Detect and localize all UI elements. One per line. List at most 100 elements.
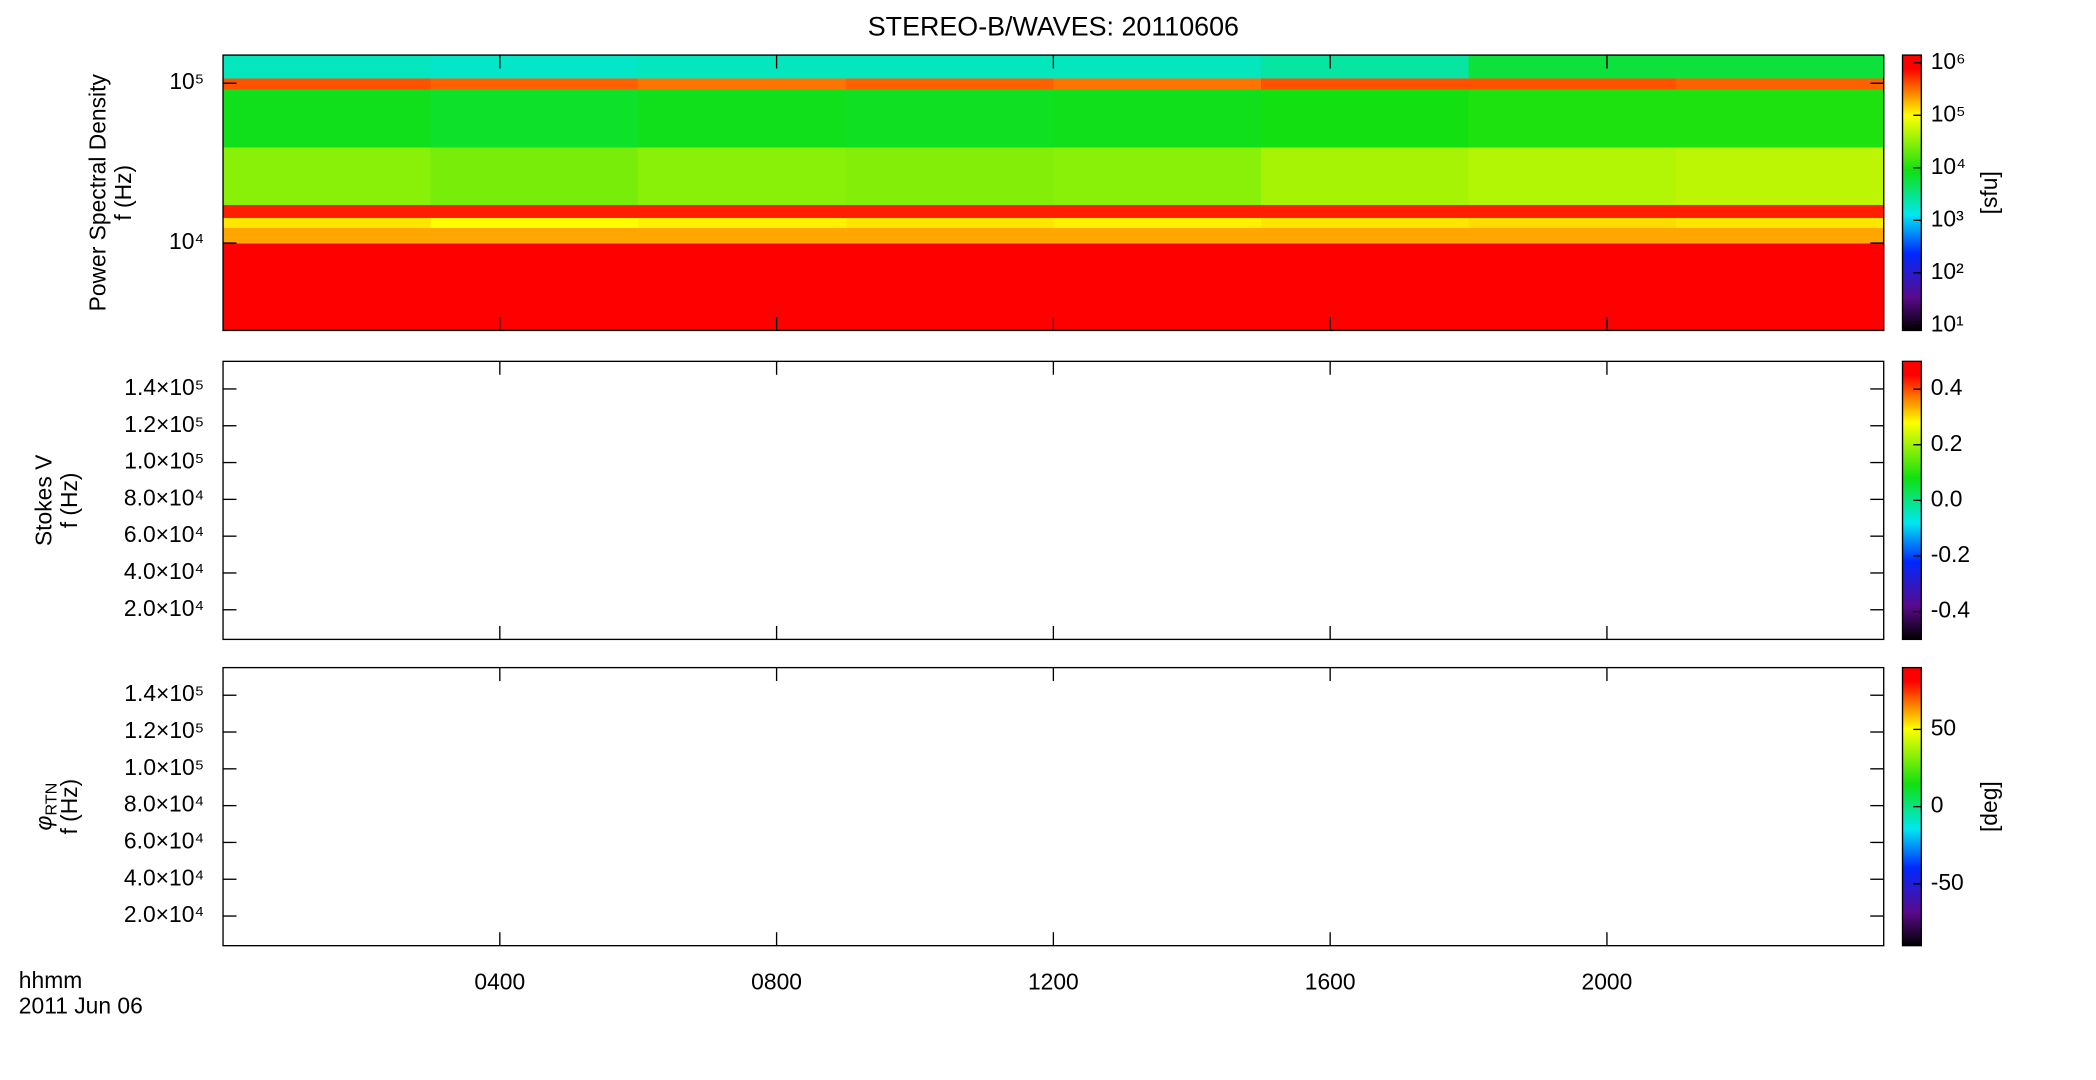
heatmap-cell <box>430 243 639 332</box>
y-axis-subscript: RTN <box>43 783 61 816</box>
heatmap-cell <box>845 204 1055 218</box>
heatmap-cell <box>638 77 847 90</box>
y-axis-label: f (Hz) <box>56 472 82 528</box>
y-tick-label: 6.0×10⁴ <box>124 521 204 547</box>
heatmap-cell <box>845 77 1055 90</box>
heatmap-cell <box>223 146 432 205</box>
plot-frame <box>222 666 1885 947</box>
x-tick-label: 1600 <box>1305 968 1356 994</box>
y-tick-label: 2.0×10⁴ <box>124 595 204 621</box>
heatmap-cell <box>1676 227 1885 244</box>
date-label: 2011 Jun 06 <box>19 992 143 1018</box>
heatmap-cell <box>1468 55 1677 79</box>
heatmap-cell <box>845 55 1055 79</box>
colorbar-tick-label: 10⁶ <box>1931 48 1966 74</box>
y-tick-label: 8.0×10⁴ <box>124 484 204 510</box>
heatmap-cell <box>1053 146 1262 205</box>
heatmap-cell <box>1053 227 1262 244</box>
plot-frame <box>222 360 1885 641</box>
heatmap-cell <box>638 146 847 205</box>
x-tick-label: 2000 <box>1582 968 1633 994</box>
heatmap-cell <box>638 89 847 148</box>
heatmap-cell <box>430 89 639 148</box>
heatmap-cell <box>223 217 432 229</box>
colorbar-tick-label: 10⁵ <box>1931 100 1966 126</box>
colorbar-tick-label: 0 <box>1931 792 1944 818</box>
y-tick-label: 1.0×10⁵ <box>124 754 204 780</box>
heatmap-cell <box>845 217 1055 229</box>
colorbar-tick-label: 10² <box>1931 258 1964 284</box>
heatmap-cell <box>1468 227 1677 244</box>
y-axis-label: f (Hz) <box>110 165 136 221</box>
heatmap-cell <box>223 55 432 79</box>
y-tick-label: 2.0×10⁴ <box>124 901 204 927</box>
y-tick-label: 10⁴ <box>169 228 204 254</box>
heatmap-cell <box>1053 55 1262 79</box>
x-tick-label: 1200 <box>1028 968 1079 994</box>
colorbar-label: [sfu] <box>1976 171 2002 214</box>
heatmap-cell <box>1260 204 1470 218</box>
y-axis-label: f (Hz) <box>56 779 82 835</box>
y-tick-label: 1.2×10⁵ <box>124 411 204 437</box>
y-axis-label: Stokes V <box>31 454 57 546</box>
y-tick-label: 1.2×10⁵ <box>124 717 204 743</box>
heatmap-cell <box>1676 204 1885 218</box>
heatmap-cell <box>845 243 1055 332</box>
colorbar-tick-label: -50 <box>1931 869 1964 895</box>
y-tick-label: 6.0×10⁴ <box>124 827 204 853</box>
heatmap-cell <box>845 227 1055 244</box>
heatmap-cell <box>1260 77 1470 90</box>
colorbar-tick-label: -0.4 <box>1931 597 1971 623</box>
heatmap-cell <box>1468 217 1677 229</box>
x-tick-label: 0400 <box>474 968 525 994</box>
heatmap-cell <box>1053 89 1262 148</box>
heatmap-cell <box>1053 217 1262 229</box>
heatmap-cell <box>430 55 639 79</box>
heatmap-cell <box>1053 77 1262 90</box>
y-tick-label: 1.4×10⁵ <box>124 374 204 400</box>
heatmap-cell <box>1468 204 1677 218</box>
heatmap-cell <box>223 77 432 90</box>
heatmap-cell <box>1260 217 1470 229</box>
heatmap-cell <box>1053 204 1262 218</box>
colorbar-tick-label: 10³ <box>1931 205 1964 231</box>
heatmap-cell <box>1468 77 1677 90</box>
colorbar-tick-label: 0.0 <box>1931 485 1963 511</box>
heatmap-cell <box>1260 243 1470 332</box>
y-axis-label: φRTN <box>31 783 61 831</box>
heatmap-cell <box>1260 55 1470 79</box>
heatmap-cell <box>1676 89 1885 148</box>
colorbar <box>1902 361 1922 640</box>
heatmap-cell <box>1676 146 1885 205</box>
heatmap-cell <box>845 146 1055 205</box>
heatmap-cell <box>430 217 639 229</box>
heatmap-cell <box>638 55 847 79</box>
chart-title: STEREO-B/WAVES: 20110606 <box>868 11 1239 41</box>
heatmap-cell <box>1260 89 1470 148</box>
heatmap-cell <box>1468 243 1677 332</box>
y-axis-label: Power Spectral Density <box>84 74 110 312</box>
colorbar-tick-label: 50 <box>1931 714 1956 740</box>
heatmap-cell <box>430 227 639 244</box>
heatmap-cell <box>223 89 432 148</box>
colorbar-tick-label: 0.4 <box>1931 374 1963 400</box>
heatmap-cell <box>638 204 847 218</box>
colorbar-tick-label: 10⁴ <box>1931 153 1966 179</box>
heatmap-cell <box>638 217 847 229</box>
heatmap-cell <box>1468 146 1677 205</box>
y-axis-symbol: φ <box>31 816 57 831</box>
heatmap-cell <box>223 204 432 218</box>
heatmap-cell <box>1053 243 1262 332</box>
colorbar-tick-label: -0.2 <box>1931 541 1970 567</box>
heatmap-cell <box>1676 243 1885 332</box>
colorbar <box>1902 55 1922 331</box>
y-tick-label: 10⁵ <box>169 68 204 94</box>
y-tick-label: 1.0×10⁵ <box>124 448 204 474</box>
x-tick-label: 0800 <box>751 968 802 994</box>
colorbar-tick-label: 0.2 <box>1931 430 1963 456</box>
heatmap-cell <box>430 77 639 90</box>
heatmap-cell <box>638 243 847 332</box>
y-tick-label: 4.0×10⁴ <box>124 558 204 584</box>
